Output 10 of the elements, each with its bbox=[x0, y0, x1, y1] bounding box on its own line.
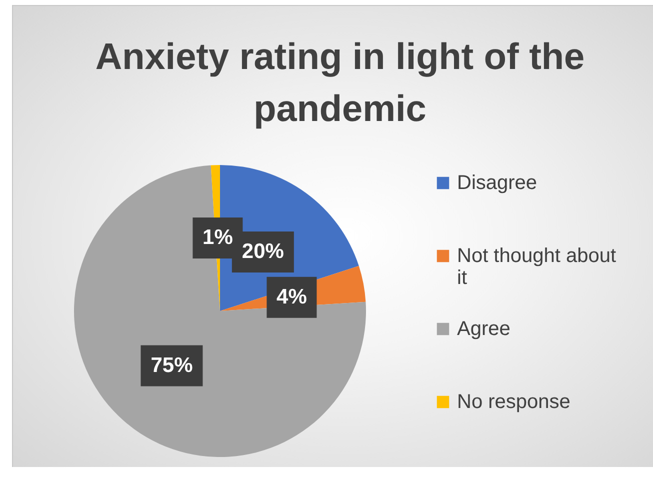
chart-title: Anxiety rating in light of the pandemic bbox=[95, 36, 585, 129]
data-label: 75% bbox=[150, 354, 194, 377]
data-label: 1% bbox=[202, 226, 234, 250]
data-label: 4% bbox=[276, 285, 308, 308]
pie-slice bbox=[74, 165, 366, 457]
legend-label: Agree bbox=[457, 318, 510, 340]
legend-label: Disagree bbox=[457, 172, 538, 194]
data-label: 20% bbox=[242, 240, 284, 263]
legend-label: No response bbox=[457, 391, 570, 413]
legend-label: Not thought about it bbox=[457, 245, 616, 289]
